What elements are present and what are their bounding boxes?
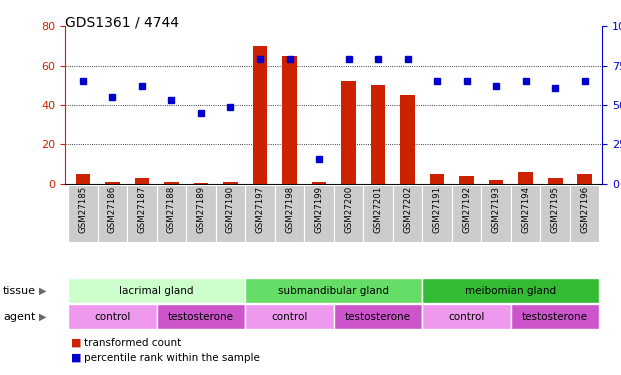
Text: ■: ■ (71, 338, 82, 348)
Bar (511, 304, 599, 330)
Text: testosterone: testosterone (345, 312, 411, 322)
Bar (570, 185, 599, 242)
Bar (76, 174, 90, 184)
Text: control: control (448, 312, 485, 322)
Bar (156, 185, 186, 242)
Bar (578, 174, 592, 184)
Bar (489, 180, 504, 184)
Bar (68, 304, 156, 330)
Text: GSM27197: GSM27197 (255, 186, 265, 232)
Text: GSM27192: GSM27192 (462, 186, 471, 232)
Text: ▶: ▶ (39, 286, 46, 296)
Text: ▶: ▶ (39, 312, 46, 322)
Bar (304, 185, 334, 242)
Text: GSM27194: GSM27194 (521, 186, 530, 232)
Text: GSM27195: GSM27195 (551, 186, 560, 232)
Bar (548, 178, 563, 184)
Text: agent: agent (3, 312, 35, 322)
Text: GSM27185: GSM27185 (78, 186, 88, 233)
Bar (194, 183, 209, 184)
Bar (245, 185, 274, 242)
Bar (135, 178, 149, 184)
Text: ■: ■ (71, 353, 82, 363)
Bar (312, 182, 327, 184)
Bar (422, 304, 511, 330)
Bar (540, 185, 570, 242)
Bar (400, 95, 415, 184)
Text: testosterone: testosterone (168, 312, 234, 322)
Text: GSM27198: GSM27198 (285, 186, 294, 232)
Text: GDS1361 / 4744: GDS1361 / 4744 (65, 15, 179, 29)
Bar (511, 185, 540, 242)
Text: testosterone: testosterone (522, 312, 588, 322)
Bar (282, 56, 297, 184)
Text: transformed count: transformed count (84, 338, 181, 348)
Bar (97, 185, 127, 242)
Bar (68, 278, 245, 303)
Bar (156, 304, 245, 330)
Text: percentile rank within the sample: percentile rank within the sample (84, 353, 260, 363)
Bar (334, 185, 363, 242)
Bar (422, 278, 599, 303)
Bar (334, 304, 422, 330)
Bar (430, 174, 445, 184)
Bar (452, 185, 481, 242)
Text: meibomian gland: meibomian gland (465, 286, 556, 296)
Bar (341, 81, 356, 184)
Bar (186, 185, 215, 242)
Text: GSM27201: GSM27201 (374, 186, 383, 233)
Bar (481, 185, 511, 242)
Text: control: control (271, 312, 307, 322)
Bar (363, 185, 393, 242)
Bar (253, 46, 268, 184)
Bar (164, 182, 179, 184)
Text: GSM27199: GSM27199 (314, 186, 324, 232)
Text: GSM27196: GSM27196 (580, 186, 589, 232)
Text: tissue: tissue (3, 286, 36, 296)
Bar (245, 304, 334, 330)
Bar (459, 176, 474, 184)
Text: GSM27202: GSM27202 (403, 186, 412, 233)
Text: GSM27189: GSM27189 (196, 186, 206, 232)
Bar (105, 182, 120, 184)
Text: GSM27200: GSM27200 (344, 186, 353, 233)
Text: GSM27193: GSM27193 (492, 186, 501, 232)
Bar (519, 172, 533, 184)
Bar (274, 185, 304, 242)
Text: GSM27187: GSM27187 (137, 186, 147, 233)
Text: submandibular gland: submandibular gland (278, 286, 389, 296)
Bar (393, 185, 422, 242)
Bar (68, 185, 97, 242)
Bar (422, 185, 452, 242)
Bar (245, 278, 422, 303)
Bar (223, 182, 238, 184)
Text: GSM27188: GSM27188 (167, 186, 176, 233)
Text: GSM27186: GSM27186 (108, 186, 117, 233)
Text: lacrimal gland: lacrimal gland (119, 286, 194, 296)
Text: GSM27191: GSM27191 (433, 186, 442, 232)
Bar (371, 86, 386, 184)
Bar (215, 185, 245, 242)
Bar (127, 185, 156, 242)
Text: control: control (94, 312, 130, 322)
Text: GSM27190: GSM27190 (226, 186, 235, 232)
